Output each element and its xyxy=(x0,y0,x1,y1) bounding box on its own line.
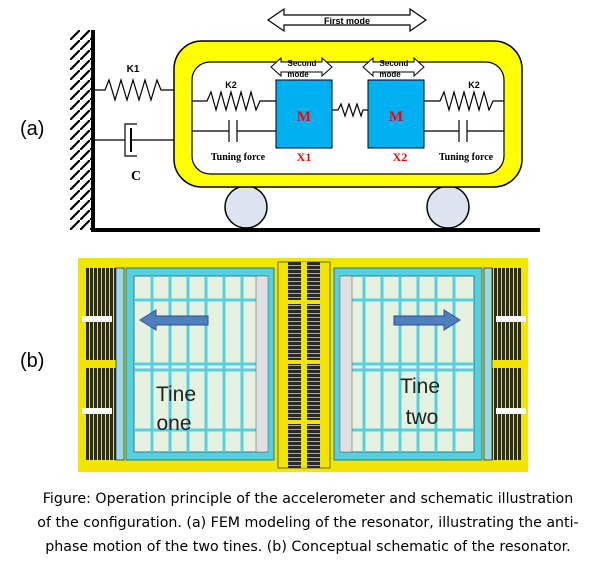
tine-one-label-line1: Tine xyxy=(156,383,196,406)
tine-two-arrow-right xyxy=(393,309,461,331)
k2-left-label: K2 xyxy=(225,80,237,90)
inner-frame xyxy=(191,61,505,175)
damper-c xyxy=(93,123,174,157)
tine-one-label-line2: one xyxy=(156,412,191,435)
panel-b-label: (b) xyxy=(20,350,45,372)
tuning-force-right-label: Tuning force xyxy=(439,152,494,163)
second-mode-right-line2: mode xyxy=(379,70,401,79)
resonator-diagram: First mode K1 C K2 Tuning force M X1 Sec… xyxy=(70,7,540,472)
tine-two-label-line2: two xyxy=(406,406,439,429)
mass-right xyxy=(367,79,425,149)
tuning-force-left-label: Tuning force xyxy=(211,152,266,163)
tuning-capacitor-right xyxy=(424,120,504,142)
wheel-right xyxy=(426,185,470,229)
k2-right-label: K2 xyxy=(468,80,480,90)
caption-line-3: phase motion of the two tines. (b) Conce… xyxy=(45,539,571,555)
second-mode-arrow-right xyxy=(362,56,425,78)
tuning-capacitor-left xyxy=(192,120,276,142)
tine-two-label-line1: Tine xyxy=(400,375,440,398)
spring-k1 xyxy=(93,77,174,103)
x1-label: X1 xyxy=(297,150,312,164)
coupling-spring xyxy=(332,102,368,118)
second-mode-left-line2: mode xyxy=(287,70,309,79)
spring-k2-right xyxy=(424,89,504,113)
c-label: C xyxy=(131,169,141,184)
caption-line-2: of the configuration. (a) FEM modeling o… xyxy=(37,515,579,531)
mass-left xyxy=(275,79,333,149)
panel-a-label: (a) xyxy=(20,118,45,140)
tine-one-arrow-left xyxy=(139,309,209,331)
fixed-wall xyxy=(70,30,95,232)
second-mode-right-line1: Second xyxy=(380,59,409,68)
spring-k2-left xyxy=(192,89,276,113)
caption-line-1: Figure: Operation principle of the accel… xyxy=(42,491,574,507)
second-mode-left-line1: Second xyxy=(288,59,317,68)
second-mode-arrow-left xyxy=(270,56,333,78)
figure-caption: Figure: Operation principle of the accel… xyxy=(0,487,616,559)
fem-resonator-model xyxy=(78,258,528,472)
first-mode-label: First mode xyxy=(324,16,370,26)
k1-label: K1 xyxy=(127,64,140,75)
wheel-left xyxy=(224,185,268,229)
mass-right-label: M xyxy=(389,109,403,125)
first-mode-arrow xyxy=(266,7,428,33)
mass-left-label: M xyxy=(297,109,311,125)
x2-label: X2 xyxy=(393,150,408,164)
